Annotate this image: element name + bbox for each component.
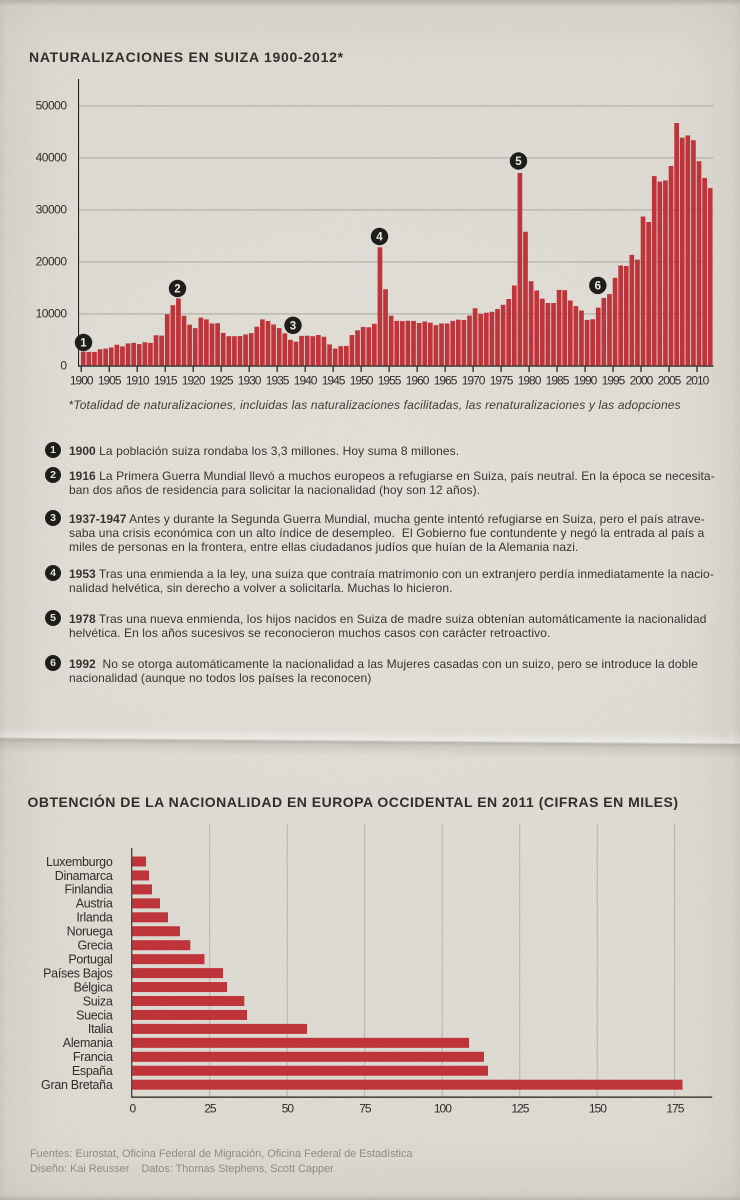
svg-text:Países Bajos: Países Bajos xyxy=(43,966,112,980)
svg-text:50000: 50000 xyxy=(36,99,68,113)
svg-text:Irlanda: Irlanda xyxy=(76,911,112,925)
svg-text:0: 0 xyxy=(60,359,67,373)
svg-text:1905: 1905 xyxy=(98,373,122,387)
svg-text:Portugal: Portugal xyxy=(68,952,112,966)
svg-text:1950: 1950 xyxy=(350,373,374,387)
svg-text:Bélgica: Bélgica xyxy=(74,980,113,994)
svg-text:1: 1 xyxy=(80,338,87,350)
svg-text:Italia: Italia xyxy=(88,1022,113,1036)
svg-text:4: 4 xyxy=(376,232,383,244)
svg-text:Luxemburgo: Luxemburgo xyxy=(46,855,113,869)
svg-text:75: 75 xyxy=(359,1102,372,1116)
svg-text:Finlandia: Finlandia xyxy=(64,883,112,897)
svg-text:125: 125 xyxy=(511,1102,529,1116)
svg-text:1925: 1925 xyxy=(210,373,234,387)
svg-text:Austria: Austria xyxy=(76,897,113,911)
svg-text:100: 100 xyxy=(434,1102,452,1116)
svg-text:50: 50 xyxy=(282,1102,295,1116)
svg-text:3: 3 xyxy=(290,321,296,333)
svg-text:1940: 1940 xyxy=(294,373,318,387)
svg-text:2010: 2010 xyxy=(686,373,710,387)
svg-text:1955: 1955 xyxy=(378,373,402,387)
svg-text:2: 2 xyxy=(174,284,180,296)
svg-text:1985: 1985 xyxy=(546,373,570,387)
svg-text:150: 150 xyxy=(589,1102,607,1116)
svg-text:175: 175 xyxy=(666,1102,684,1116)
svg-text:40000: 40000 xyxy=(36,151,68,165)
svg-text:20000: 20000 xyxy=(36,255,68,269)
svg-text:25: 25 xyxy=(204,1102,217,1116)
svg-text:1990: 1990 xyxy=(574,373,598,387)
svg-text:30000: 30000 xyxy=(36,203,68,217)
svg-text:España: España xyxy=(72,1064,113,1078)
svg-text:1945: 1945 xyxy=(322,373,346,387)
svg-text:1960: 1960 xyxy=(406,373,430,387)
svg-text:Alemania: Alemania xyxy=(63,1036,113,1050)
svg-text:1995: 1995 xyxy=(602,373,626,387)
svg-text:Gran Bretaña: Gran Bretaña xyxy=(41,1078,113,1092)
svg-text:2005: 2005 xyxy=(658,373,682,387)
svg-text:1965: 1965 xyxy=(434,373,458,387)
svg-text:Francia: Francia xyxy=(73,1050,113,1064)
svg-text:1910: 1910 xyxy=(126,373,150,387)
svg-text:Noruega: Noruega xyxy=(67,925,113,939)
svg-text:1930: 1930 xyxy=(238,373,262,387)
svg-text:1970: 1970 xyxy=(462,373,486,387)
svg-text:1915: 1915 xyxy=(154,373,178,387)
svg-text:1900: 1900 xyxy=(70,373,94,387)
svg-text:Grecia: Grecia xyxy=(77,939,112,953)
svg-text:2000: 2000 xyxy=(630,373,654,387)
svg-text:1935: 1935 xyxy=(266,373,290,387)
svg-text:0: 0 xyxy=(130,1102,137,1116)
svg-text:6: 6 xyxy=(595,281,601,293)
svg-text:5: 5 xyxy=(515,156,522,168)
svg-text:10000: 10000 xyxy=(36,307,68,321)
svg-text:Suecia: Suecia xyxy=(76,1008,113,1022)
svg-text:Suiza: Suiza xyxy=(83,994,113,1008)
svg-text:1920: 1920 xyxy=(182,373,206,387)
svg-text:Dinamarca: Dinamarca xyxy=(55,869,113,883)
svg-text:1975: 1975 xyxy=(490,373,514,387)
svg-text:1980: 1980 xyxy=(518,373,542,387)
